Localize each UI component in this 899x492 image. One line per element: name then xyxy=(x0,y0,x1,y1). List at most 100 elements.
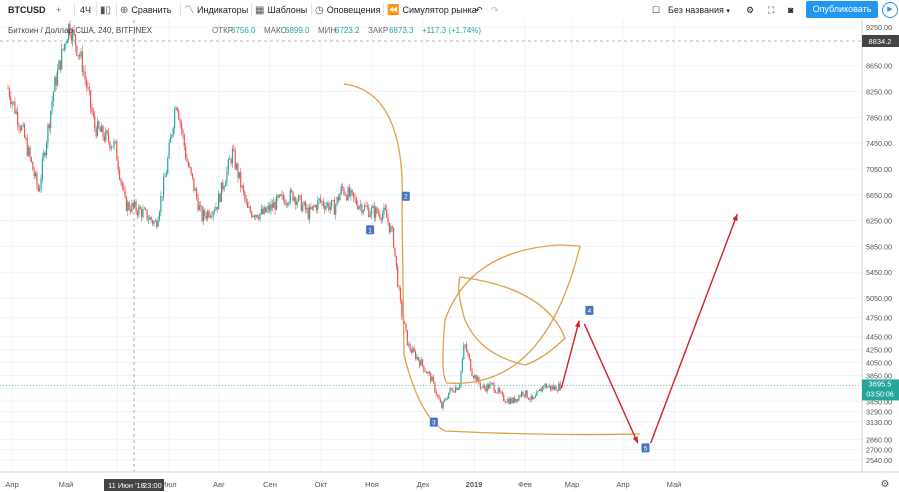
candle-body xyxy=(438,395,440,400)
candle-body xyxy=(508,398,510,404)
x-tick-label: Мар xyxy=(565,480,580,489)
templates-button[interactable]: ▦ Шаблоны xyxy=(255,3,307,17)
candle-body xyxy=(311,206,313,210)
candle-body xyxy=(176,107,178,111)
camera-icon[interactable]: ◙ xyxy=(788,5,794,15)
candle-body xyxy=(293,197,296,201)
candle-body xyxy=(65,43,67,45)
arc-medium[interactable] xyxy=(442,244,581,384)
forecast-arrow[interactable] xyxy=(649,213,738,444)
candle-body xyxy=(178,110,180,120)
candle-body xyxy=(335,204,337,215)
candle-body xyxy=(251,211,253,217)
symbol-search[interactable]: BTCUSD xyxy=(8,5,46,15)
candle-body xyxy=(428,372,430,374)
alerts-button[interactable]: ◷ Оповещения xyxy=(315,3,380,17)
candle-body xyxy=(91,107,93,113)
candle-body xyxy=(369,214,371,217)
candle-body xyxy=(150,217,152,221)
candle-body xyxy=(333,200,335,215)
candle-body xyxy=(164,176,166,178)
candle-body xyxy=(285,203,287,205)
candle-body xyxy=(326,202,329,206)
interval-button[interactable]: 4Ч xyxy=(80,5,92,15)
settings-gear-icon[interactable]: ⚙ xyxy=(746,5,755,15)
clock-icon: ◷ xyxy=(315,5,324,16)
candle-body xyxy=(478,377,480,384)
candle-body xyxy=(336,197,338,205)
indicators-button[interactable]: 〽 Индикаторы xyxy=(184,3,248,17)
candle-body xyxy=(432,376,435,382)
fibonacci-arcs[interactable] xyxy=(343,83,641,436)
candle-body xyxy=(118,169,121,180)
candle-body xyxy=(145,208,147,210)
candle-body xyxy=(375,207,377,218)
candle-body xyxy=(237,163,239,178)
candle-body xyxy=(252,215,254,217)
wave-marker-1[interactable] xyxy=(366,225,375,235)
candle-body xyxy=(377,212,380,214)
simulator-button[interactable]: ⏪ Симулятор рынка xyxy=(387,3,477,17)
candle-body xyxy=(179,119,181,123)
x-tick-label: Ноя xyxy=(365,480,379,489)
chart-settings-icon[interactable]: ⚙ xyxy=(881,479,890,490)
candle-body xyxy=(127,202,129,212)
play-icon[interactable]: ▶ xyxy=(882,2,898,18)
publish-button[interactable]: Опубликовать xyxy=(806,1,878,18)
candle-body xyxy=(227,159,229,171)
arc-large[interactable] xyxy=(343,83,641,436)
candle-body xyxy=(140,209,143,217)
forecast-arrow[interactable] xyxy=(583,323,639,444)
layout-name[interactable]: Без названия ▾ xyxy=(668,3,730,17)
candle-body xyxy=(376,207,378,213)
candle-body xyxy=(419,360,421,366)
candles-style-icon[interactable]: ▮▯ xyxy=(100,5,112,16)
candle-body xyxy=(315,205,318,210)
candle-body xyxy=(470,359,472,371)
candle-body xyxy=(337,197,340,201)
candle-body xyxy=(278,194,280,198)
alerts-label: Оповещения xyxy=(326,5,381,15)
candle-body xyxy=(275,195,278,210)
candle-body xyxy=(492,382,494,384)
wave-marker-5[interactable] xyxy=(641,443,650,453)
candle-body xyxy=(263,207,265,215)
candle-body xyxy=(324,206,326,210)
candle-body xyxy=(328,202,330,211)
redo-icon[interactable]: ↷ xyxy=(491,5,499,15)
candle-body xyxy=(394,247,396,256)
candle-body xyxy=(541,386,543,392)
wave-marker-4[interactable] xyxy=(585,305,594,315)
candle-body xyxy=(123,187,125,190)
compare-button[interactable]: ⊕ Сравнить xyxy=(120,3,172,17)
wave-marker-3[interactable] xyxy=(429,417,438,427)
wave-marker-2[interactable] xyxy=(401,191,410,201)
candle-body xyxy=(77,55,79,56)
candle-body xyxy=(80,51,82,57)
candle-body xyxy=(174,109,176,129)
candle-body xyxy=(234,150,236,169)
wave-marker-label: 2 xyxy=(404,194,408,201)
add-symbol-icon[interactable]: + xyxy=(56,5,62,15)
fullscreen-icon[interactable]: ⛶ xyxy=(768,5,775,15)
candle-body xyxy=(39,188,41,192)
forecast-arrow[interactable] xyxy=(560,320,580,389)
candle-body xyxy=(72,29,74,41)
candle-body xyxy=(85,79,88,88)
candle-body xyxy=(467,351,469,355)
candle-body xyxy=(445,399,447,400)
candle-body xyxy=(230,159,232,164)
candle-body xyxy=(551,386,553,390)
forecast-arrows[interactable] xyxy=(560,213,738,444)
wave-markers[interactable]: 1 2 3 4 5 xyxy=(366,191,650,453)
undo-icon[interactable]: ↶ xyxy=(475,5,483,15)
layout-checkbox-icon[interactable]: ☐ xyxy=(652,5,661,15)
candle-body xyxy=(307,207,309,220)
open-value: 6756.0 xyxy=(231,26,256,35)
candle-body xyxy=(205,215,207,219)
arc-small[interactable] xyxy=(458,276,566,366)
candle-body xyxy=(325,205,327,210)
low-value: 6723.2 xyxy=(335,26,360,35)
